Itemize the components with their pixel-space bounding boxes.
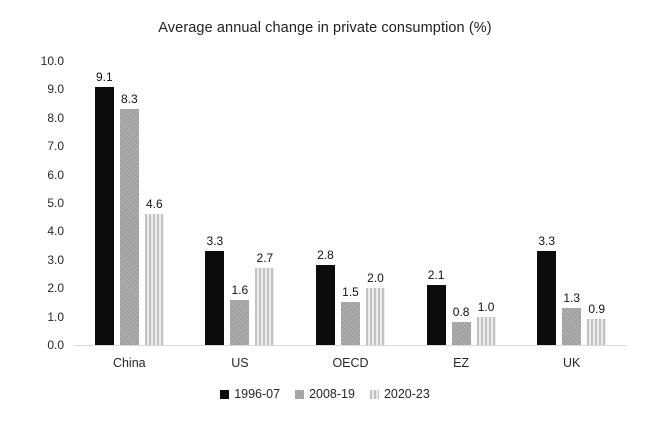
y-axis-tick-label: 5.0 bbox=[47, 196, 64, 210]
category-label-UK: UK bbox=[563, 356, 581, 370]
bar-value-label: 3.3 bbox=[538, 234, 556, 249]
bar-2020-23-China bbox=[144, 214, 164, 345]
y-axis-tick-label: 4.0 bbox=[47, 224, 64, 239]
legend-label: 1996-07 bbox=[234, 387, 281, 401]
legend-label: 2020-23 bbox=[383, 387, 430, 401]
bar-value-label: 4.6 bbox=[145, 197, 163, 212]
bar-value-label: 9.1 bbox=[95, 69, 113, 84]
bar-value-label: 1.3 bbox=[563, 291, 581, 306]
bar-value-label: 0.8 bbox=[452, 305, 470, 320]
bar-value-label: 2.8 bbox=[317, 248, 334, 263]
bar-1996-07-UK bbox=[537, 251, 557, 345]
y-axis-tick-label: 8.0 bbox=[47, 110, 64, 125]
category-label-China: China bbox=[112, 356, 146, 370]
legend: 1996-07 2008-19 2020-23 bbox=[0, 387, 650, 401]
bar-value-label: 1.0 bbox=[477, 299, 495, 314]
bar-1996-07-China bbox=[94, 86, 114, 345]
bar-2020-23-US bbox=[255, 268, 275, 345]
legend-swatch-icon bbox=[295, 389, 305, 399]
category-label-OECD: OECD bbox=[332, 356, 369, 370]
legend-swatch-icon bbox=[369, 389, 379, 399]
bar-2008-19-US bbox=[230, 299, 250, 345]
bar-value-label: 2.1 bbox=[427, 268, 445, 283]
bar-value-label: 2.7 bbox=[256, 251, 274, 266]
y-axis-tick-label: 10.0 bbox=[40, 54, 64, 68]
chart-title: Average annual change in private consump… bbox=[158, 20, 492, 36]
bar-2008-19-China bbox=[119, 109, 139, 345]
category-label-EZ: EZ bbox=[453, 356, 470, 370]
bar-value-label: 1.6 bbox=[231, 282, 249, 297]
bar-2008-19-OECD bbox=[341, 302, 360, 345]
legend-item-1996-07: 1996-07 bbox=[220, 387, 280, 401]
legend-swatch-icon bbox=[220, 389, 230, 399]
plot-area: 9.1 8.3 4.6 China 3.3 1.6 2.7 US 2.8 1.5 2.0 OECD 2.… bbox=[74, 61, 627, 370]
bar-1996-07-OECD bbox=[316, 265, 335, 345]
legend-item-2008-19: 2008-19 bbox=[295, 387, 355, 401]
y-axis-tick-label: 1.0 bbox=[47, 309, 64, 324]
bar-2008-19-UK bbox=[562, 308, 582, 345]
y-axis-tick-label: 3.0 bbox=[47, 252, 64, 267]
bar-2008-19-EZ bbox=[451, 322, 471, 345]
legend-label: 2008-19 bbox=[309, 387, 355, 401]
bar-value-label: 1.5 bbox=[342, 285, 359, 300]
y-axis-tick-label: 7.0 bbox=[47, 139, 64, 154]
bar-1996-07-US bbox=[205, 251, 225, 345]
y-axis-tick-label: 2.0 bbox=[47, 281, 64, 296]
bar-value-label: 8.3 bbox=[120, 92, 138, 107]
bar-2020-23-EZ bbox=[476, 316, 496, 345]
bar-value-label: 2.0 bbox=[367, 271, 384, 286]
y-axis-tick-label: 6.0 bbox=[47, 167, 64, 182]
y-axis-tick-label: 9.0 bbox=[47, 82, 64, 97]
y-axis-tick-label: 0.0 bbox=[47, 338, 64, 352]
bar-value-label: 0.9 bbox=[588, 302, 606, 317]
bar-2020-23-OECD bbox=[366, 288, 385, 345]
bar-value-label: 3.3 bbox=[206, 234, 224, 249]
legend-item-2020-23: 2020-23 bbox=[369, 387, 430, 401]
bar-2020-23-UK bbox=[587, 319, 607, 345]
bar-1996-07-EZ bbox=[426, 285, 446, 345]
category-label-US: US bbox=[231, 356, 249, 370]
y-axis: 10.0 9.0 8.0 7.0 6.0 5.0 4.0 3.0 2.0 1.0 0.0 bbox=[0, 54, 64, 352]
